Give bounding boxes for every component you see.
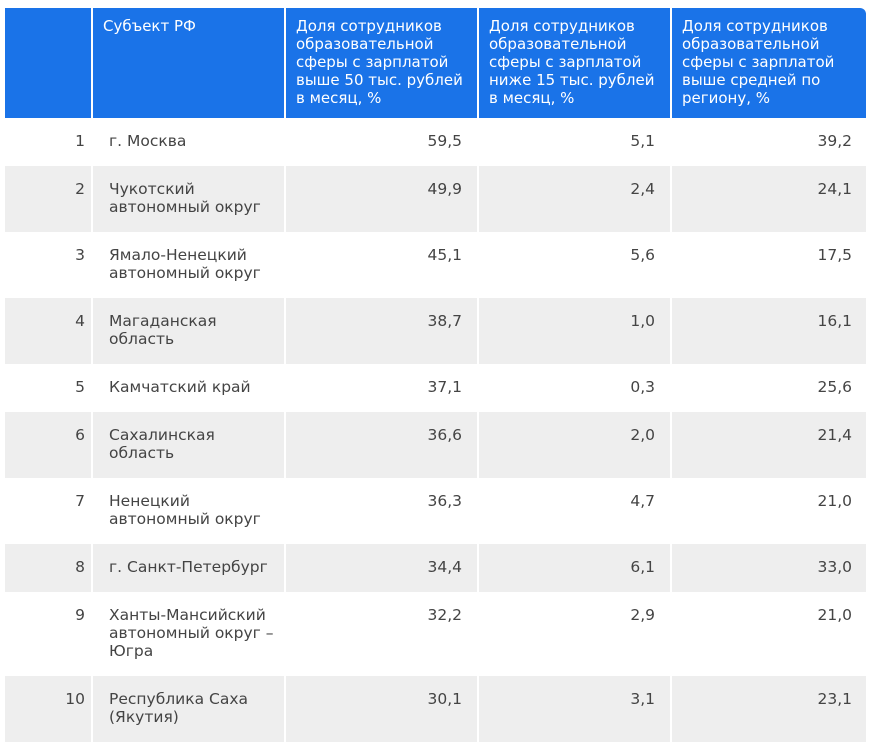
cell-below-15k: 2,9 [479,592,672,676]
table-row: 1 г. Москва 59,5 5,1 39,2 [5,118,866,166]
header-share-above-average: Доля сотрудников образовательной сферы с… [672,8,866,118]
cell-subject: Сахалинская область [93,412,286,478]
cell-below-15k: 3,1 [479,676,672,742]
cell-rank: 1 [5,118,93,166]
cell-above-average: 25,6 [817,378,852,396]
table-row: 7 Ненецкий автономный округ 36,3 4,7 21,… [5,478,866,544]
cell-above-average: 39,2 [817,132,852,150]
table-row: 3 Ямало-Ненецкий автономный округ 45,1 5… [5,232,866,298]
cell-above-50k: 38,7 [286,298,479,364]
header-rank [5,8,93,118]
header-share-above-50k: Доля сотрудников образовательной сферы с… [286,8,479,118]
cell-above-average: 33,0 [817,558,852,576]
table-row: 5 Камчатский край 37,1 0,3 25,6 [5,364,866,412]
table-row: 10 Республика Саха (Якутия) 30,1 3,1 23,… [5,676,866,742]
cell-below-15k: 2,0 [479,412,672,478]
table-row: 4 Магаданская область 38,7 1,0 16,1 [5,298,866,364]
cell-subject: Чукотский автономный округ [93,166,286,232]
cell-above-50k: 30,1 [286,676,479,742]
cell-rank: 9 [5,592,93,676]
cell-below-15k: 1,0 [479,298,672,364]
cell-below-15k: 6,1 [479,544,672,592]
table-header-row: Субъект РФ Доля сотрудников образователь… [5,8,866,118]
cell-above-50k: 45,1 [286,232,479,298]
cell-rank: 2 [5,166,93,232]
cell-rank: 8 [5,544,93,592]
cell-subject: г. Москва [93,118,286,166]
cell-above-50k: 49,9 [286,166,479,232]
cell-subject: Республика Саха (Якутия) [93,676,286,742]
cell-rank: 4 [5,298,93,364]
cell-above-50k: 34,4 [286,544,479,592]
cell-subject: Магаданская область [93,298,286,364]
cell-below-15k: 0,3 [479,364,672,412]
cell-rank: 10 [5,676,93,742]
header-subject: Субъект РФ [93,8,286,118]
cell-rank: 6 [5,412,93,478]
table-row: 6 Сахалинская область 36,6 2,0 21,4 [5,412,866,478]
cell-subject: г. Санкт-Петербург [93,544,286,592]
cell-above-average: 17,5 [817,246,852,264]
cell-subject: Ханты-Мансийский автономный округ – Югра [93,592,286,676]
cell-below-15k: 5,1 [479,118,672,166]
cell-below-15k: 4,7 [479,478,672,544]
cell-subject: Ямало-Ненецкий автономный округ [93,232,286,298]
table-row: 8 г. Санкт-Петербург 34,4 6,1 33,0 [5,544,866,592]
cell-rank: 5 [5,364,93,412]
cell-rank: 7 [5,478,93,544]
cell-rank: 3 [5,232,93,298]
cell-above-average: 21,4 [817,426,852,444]
cell-above-50k: 36,3 [286,478,479,544]
cell-above-50k: 32,2 [286,592,479,676]
cell-subject: Камчатский край [93,364,286,412]
cell-subject: Ненецкий автономный округ [93,478,286,544]
cell-below-15k: 2,4 [479,166,672,232]
ranking-table: Субъект РФ Доля сотрудников образователь… [5,8,866,742]
cell-above-50k: 37,1 [286,364,479,412]
cell-above-average: 24,1 [817,180,852,198]
cell-above-average: 21,0 [817,492,852,510]
table-row: 9 Ханты-Мансийский автономный округ – Юг… [5,592,866,676]
cell-above-50k: 59,5 [286,118,479,166]
cell-below-15k: 5,6 [479,232,672,298]
cell-above-50k: 36,6 [286,412,479,478]
table-row: 2 Чукотский автономный округ 49,9 2,4 24… [5,166,866,232]
cell-above-average: 23,1 [817,690,852,708]
header-share-below-15k: Доля сотрудников образовательной сферы с… [479,8,672,118]
cell-above-average: 16,1 [817,312,852,330]
cell-above-average: 21,0 [817,606,852,624]
